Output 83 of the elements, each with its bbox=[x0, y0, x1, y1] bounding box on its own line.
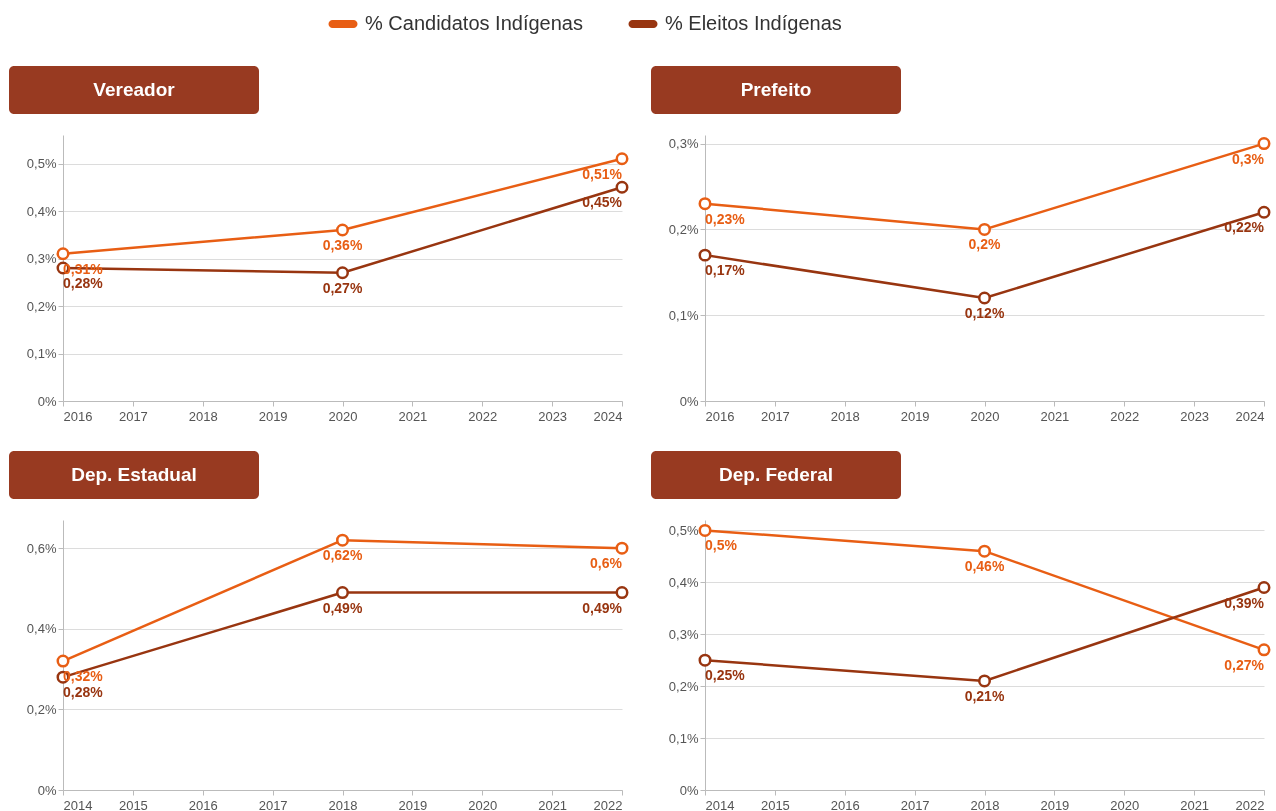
x-tick-label: 2021 bbox=[1040, 408, 1070, 424]
y-tick-label: 0,2% bbox=[668, 678, 699, 694]
x-tick-label: 2017 bbox=[118, 408, 148, 424]
x-tick-label: 2015 bbox=[760, 797, 790, 811]
x-tick-label: 2024 bbox=[1235, 408, 1265, 424]
data-label: 0,27% bbox=[322, 279, 363, 296]
x-tick-label: 2017 bbox=[258, 797, 288, 811]
data-label: 0,6% bbox=[590, 555, 623, 572]
chart-title: Vereador bbox=[93, 79, 176, 100]
x-tick-label: 2016 bbox=[705, 408, 735, 424]
data-label: 0,23% bbox=[705, 210, 746, 227]
data-label: 0,17% bbox=[705, 262, 746, 279]
x-tick-label: 2020 bbox=[970, 408, 1000, 424]
data-label: 0,28% bbox=[63, 684, 104, 701]
y-tick-label: 0,4% bbox=[668, 574, 699, 590]
y-tick-label: 0,1% bbox=[26, 346, 57, 361]
data-label: 0,2% bbox=[968, 236, 1001, 253]
data-label: 0,21% bbox=[964, 687, 1005, 704]
x-tick-label: 2014 bbox=[63, 797, 93, 811]
x-tick-label: 2022 bbox=[1235, 797, 1265, 811]
chart-title: Dep. Estadual bbox=[71, 464, 197, 485]
data-label: 0,46% bbox=[964, 558, 1005, 575]
x-tick-label: 2016 bbox=[830, 797, 860, 811]
x-tick-label: 2020 bbox=[468, 797, 498, 811]
x-tick-label: 2016 bbox=[188, 797, 218, 811]
x-tick-label: 2019 bbox=[258, 408, 288, 424]
x-tick-label: 2017 bbox=[900, 797, 930, 811]
x-tick-label: 2022 bbox=[468, 408, 498, 424]
y-tick-label: 0,2% bbox=[26, 701, 57, 717]
y-tick-label: 0,6% bbox=[26, 540, 57, 556]
x-tick-label: 2023 bbox=[538, 408, 568, 424]
y-tick-label: 0,1% bbox=[668, 730, 699, 746]
y-tick-label: 0,3% bbox=[668, 626, 699, 642]
x-tick-label: 2015 bbox=[118, 797, 148, 811]
x-tick-label: 2022 bbox=[1110, 408, 1140, 424]
y-tick-label: 0,1% bbox=[668, 307, 699, 323]
x-tick-label: 2019 bbox=[900, 408, 930, 424]
x-tick-label: 2018 bbox=[328, 797, 358, 811]
x-tick-label: 2020 bbox=[328, 408, 358, 424]
x-tick-label: 2018 bbox=[970, 797, 1000, 811]
data-label: 0,39% bbox=[1224, 594, 1265, 611]
y-tick-label: 0% bbox=[37, 393, 57, 409]
data-label: 0,51% bbox=[582, 165, 623, 182]
y-tick-label: 0% bbox=[37, 782, 57, 798]
chart-title: Dep. Federal bbox=[718, 464, 834, 485]
y-tick-label: 0,3% bbox=[26, 251, 57, 266]
data-label: 0,3% bbox=[1232, 150, 1265, 167]
y-tick-label: 0% bbox=[679, 393, 699, 409]
y-tick-label: 0,2% bbox=[26, 298, 57, 314]
x-tick-label: 2017 bbox=[760, 408, 790, 424]
x-tick-label: 2018 bbox=[188, 408, 218, 424]
data-label: 0,27% bbox=[1224, 656, 1265, 673]
data-label: 0,45% bbox=[582, 194, 623, 211]
x-tick-label: 2016 bbox=[63, 408, 93, 424]
x-tick-label: 2018 bbox=[830, 408, 860, 424]
y-tick-label: 0,5% bbox=[26, 156, 57, 171]
y-tick-label: 0,4% bbox=[26, 203, 57, 219]
x-tick-label: 2023 bbox=[1180, 408, 1210, 424]
data-label: 0,62% bbox=[322, 547, 363, 564]
data-label: 0,5% bbox=[705, 537, 738, 554]
data-label: 0,25% bbox=[705, 667, 746, 684]
x-tick-label: 2024 bbox=[593, 408, 623, 424]
legend-label: % Candidatos Indígenas bbox=[365, 12, 583, 34]
legend-label: % Eleitos Indígenas bbox=[665, 12, 842, 34]
x-tick-label: 2014 bbox=[705, 797, 735, 811]
y-tick-label: 0,2% bbox=[668, 221, 699, 237]
x-tick-label: 2020 bbox=[1110, 797, 1140, 811]
y-tick-label: 0,3% bbox=[668, 136, 699, 152]
data-label: 0,49% bbox=[582, 599, 623, 616]
y-tick-label: 0,4% bbox=[26, 621, 57, 637]
x-tick-label: 2019 bbox=[398, 797, 428, 811]
data-label: 0,49% bbox=[322, 599, 363, 616]
y-tick-label: 0% bbox=[679, 782, 699, 798]
data-label: 0,22% bbox=[1224, 219, 1265, 236]
data-label: 0,12% bbox=[964, 305, 1005, 322]
x-tick-label: 2021 bbox=[1180, 797, 1210, 811]
x-tick-label: 2019 bbox=[1040, 797, 1070, 811]
x-tick-label: 2022 bbox=[593, 797, 623, 811]
data-label: 0,36% bbox=[322, 237, 363, 253]
x-tick-label: 2021 bbox=[398, 408, 428, 424]
y-tick-label: 0,5% bbox=[668, 522, 699, 538]
chart-title: Prefeito bbox=[740, 79, 812, 100]
x-tick-label: 2021 bbox=[538, 797, 568, 811]
